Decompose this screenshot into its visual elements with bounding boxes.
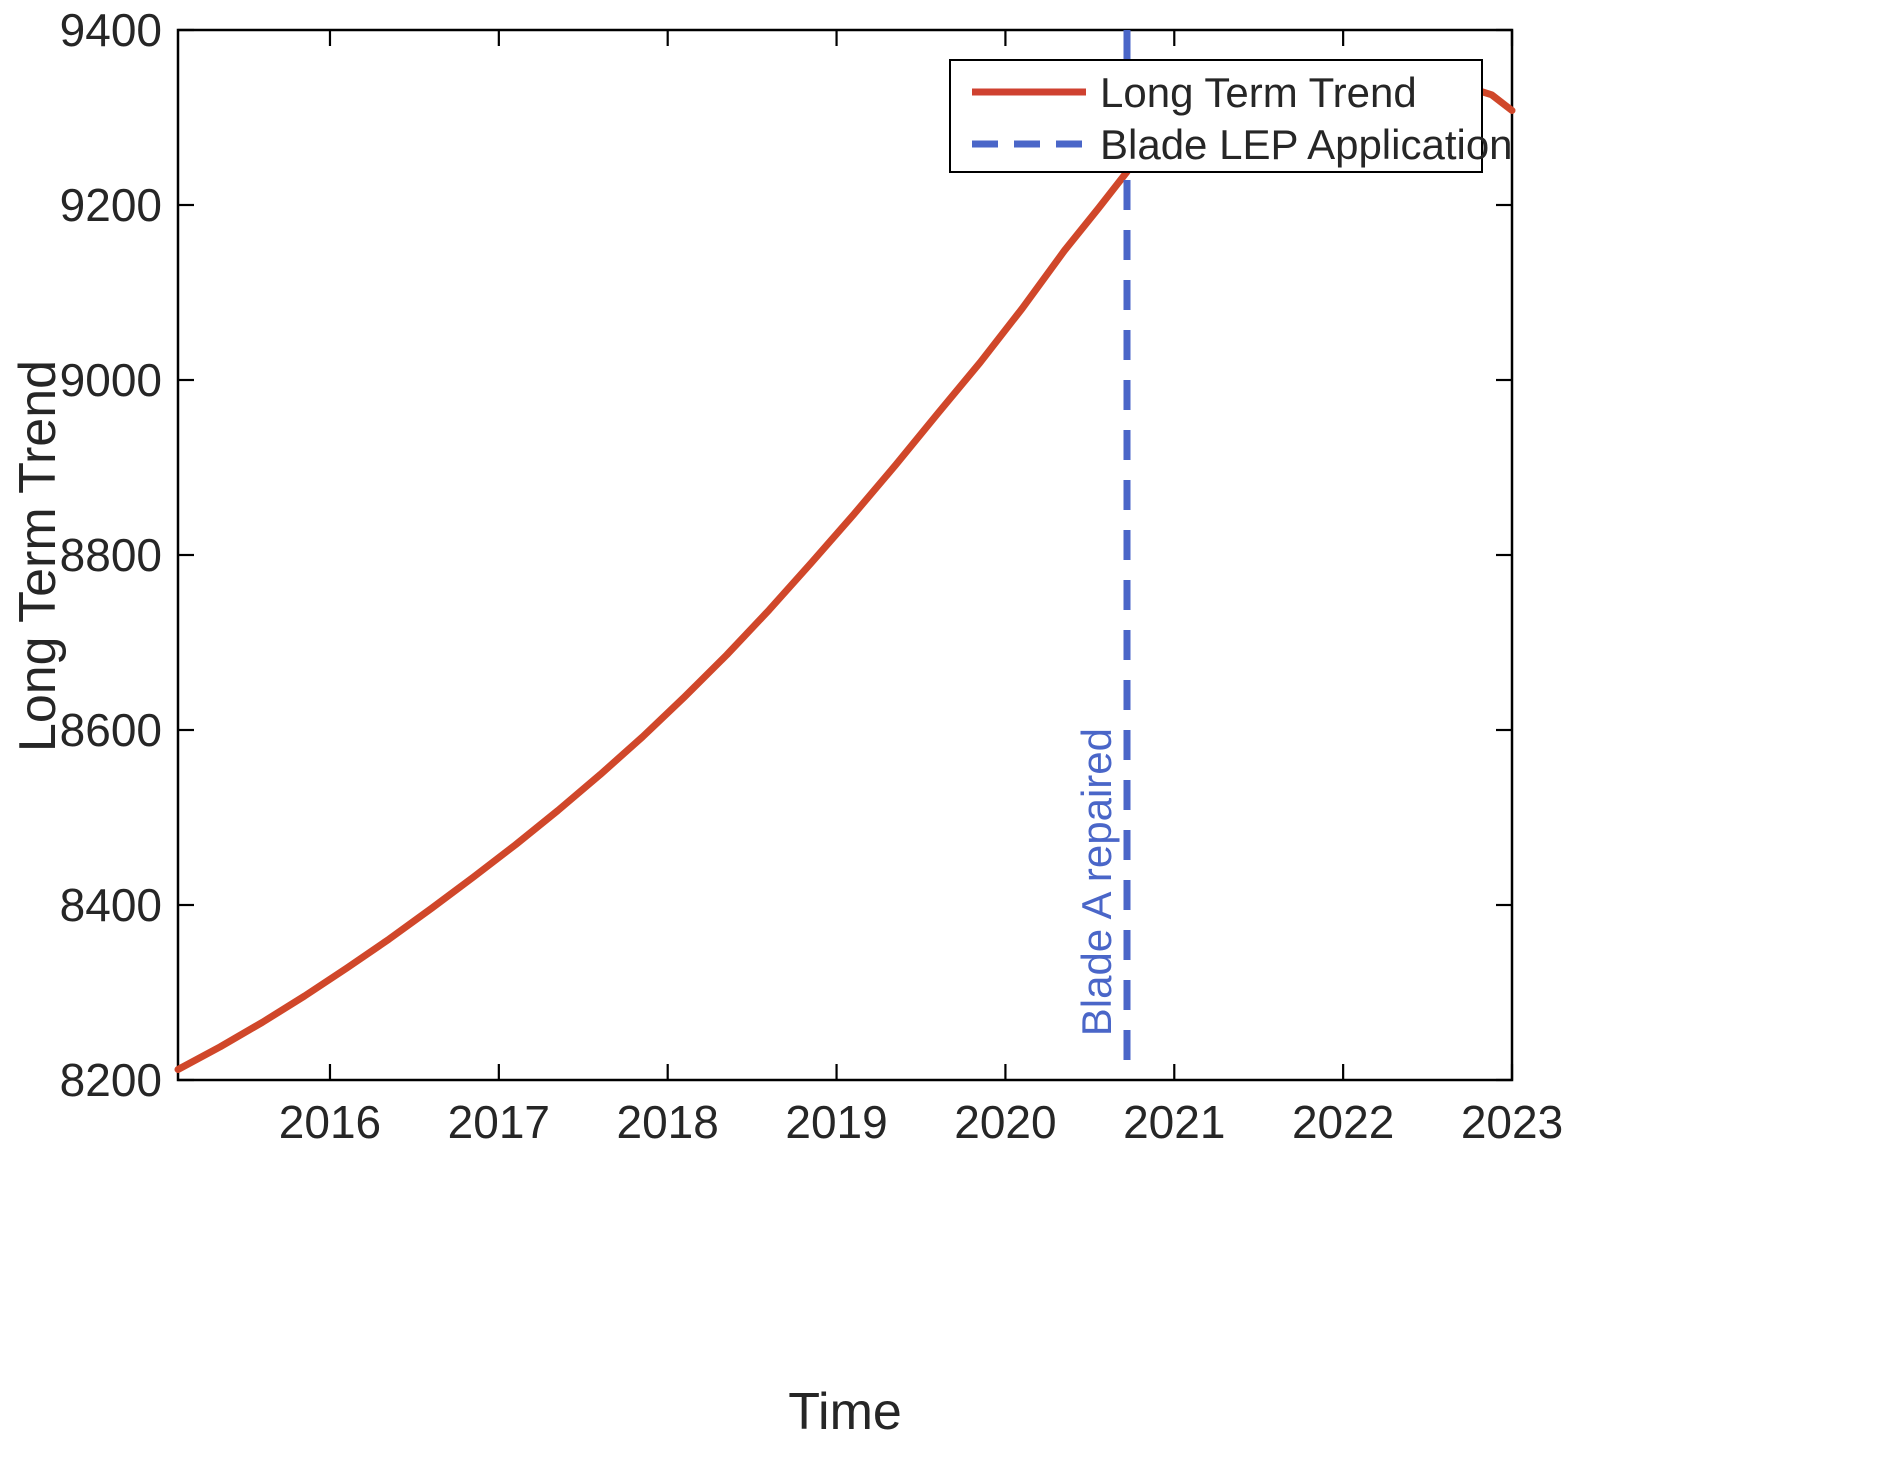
x-tick-label: 2022 — [1292, 1096, 1394, 1148]
y-tick-label: 8800 — [60, 529, 162, 581]
y-tick-label: 9200 — [60, 179, 162, 231]
y-tick-label: 9000 — [60, 354, 162, 406]
legend: Long Term Trend Blade LEP Application — [949, 59, 1513, 173]
x-tick-label: 2019 — [785, 1096, 887, 1148]
legend-box — [949, 59, 1483, 173]
y-tick-labels: 8200 8400 8600 8800 9000 9200 9400 — [60, 4, 162, 1106]
y-axis-label: Long Term Trend — [9, 359, 67, 753]
legend-label: Blade LEP Application — [1100, 121, 1513, 168]
x-tick-label: 2021 — [1123, 1096, 1225, 1148]
vline-annotation: Blade A repaired — [1073, 728, 1120, 1036]
x-tick-label: 2020 — [954, 1096, 1056, 1148]
legend-label: Long Term Trend — [1100, 69, 1417, 116]
y-tick-label: 8600 — [60, 704, 162, 756]
x-axis-label: Time — [788, 1383, 902, 1441]
x-tick-label: 2016 — [279, 1096, 381, 1148]
x-tick-labels: 2016 2017 2018 2019 2020 2021 2022 2023 — [279, 1096, 1563, 1148]
y-tick-label: 9400 — [60, 4, 162, 56]
tick-marks — [178, 28, 1514, 1082]
y-tick-label: 8200 — [60, 1054, 162, 1106]
trend-line — [174, 168, 1131, 1073]
y-tick-label: 8400 — [60, 879, 162, 931]
x-tick-label: 2023 — [1461, 1096, 1563, 1148]
axes-box — [176, 28, 1514, 1082]
x-tick-label: 2017 — [448, 1096, 550, 1148]
x-tick-label: 2018 — [617, 1096, 719, 1148]
